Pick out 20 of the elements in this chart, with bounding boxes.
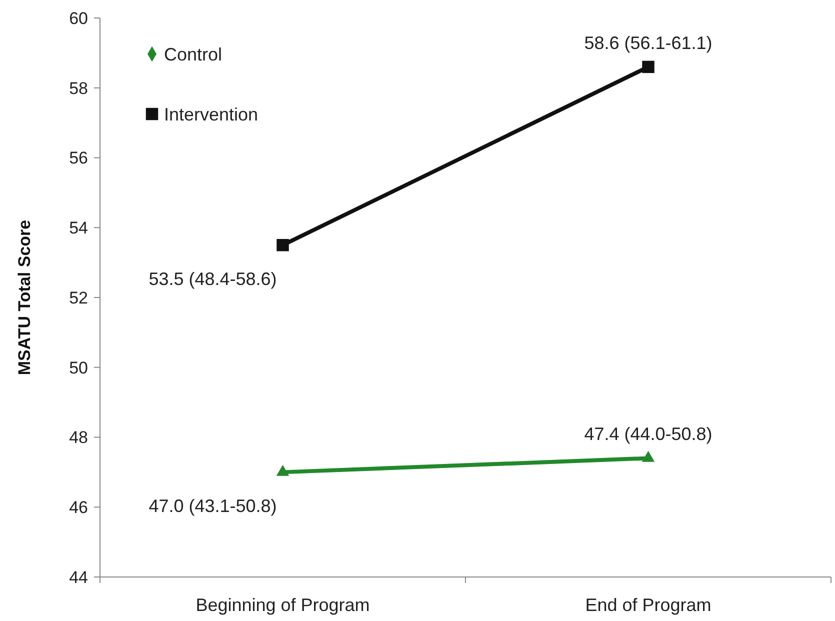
x-tick-label: End of Program: [585, 595, 712, 615]
data-label: 47.4 (44.0-50.8): [584, 424, 712, 444]
y-tick-label: 50: [69, 358, 88, 378]
y-tick-label: 60: [69, 8, 88, 28]
x-tick-label: Beginning of Program: [196, 595, 370, 615]
y-tick-label: 56: [69, 148, 88, 168]
legend-label: Intervention: [164, 104, 258, 124]
y-tick-label: 58: [69, 78, 88, 98]
y-tick-label: 52: [69, 288, 88, 308]
data-label: 47.0 (43.1-50.8): [148, 496, 277, 516]
data-label: 53.5 (48.4-58.6): [148, 269, 277, 290]
y-tick-label: 44: [69, 568, 88, 587]
point: [276, 238, 289, 252]
y-tick-label: 46: [69, 498, 88, 518]
y-tick-label: 54: [69, 218, 88, 238]
legend-label: Control: [164, 44, 222, 64]
data-label: 58.6 (56.1-61.1): [584, 32, 712, 53]
y-axis-title: MSATU Total Score: [15, 220, 34, 376]
y-tick-label: 48: [69, 428, 88, 448]
point: [642, 60, 654, 74]
